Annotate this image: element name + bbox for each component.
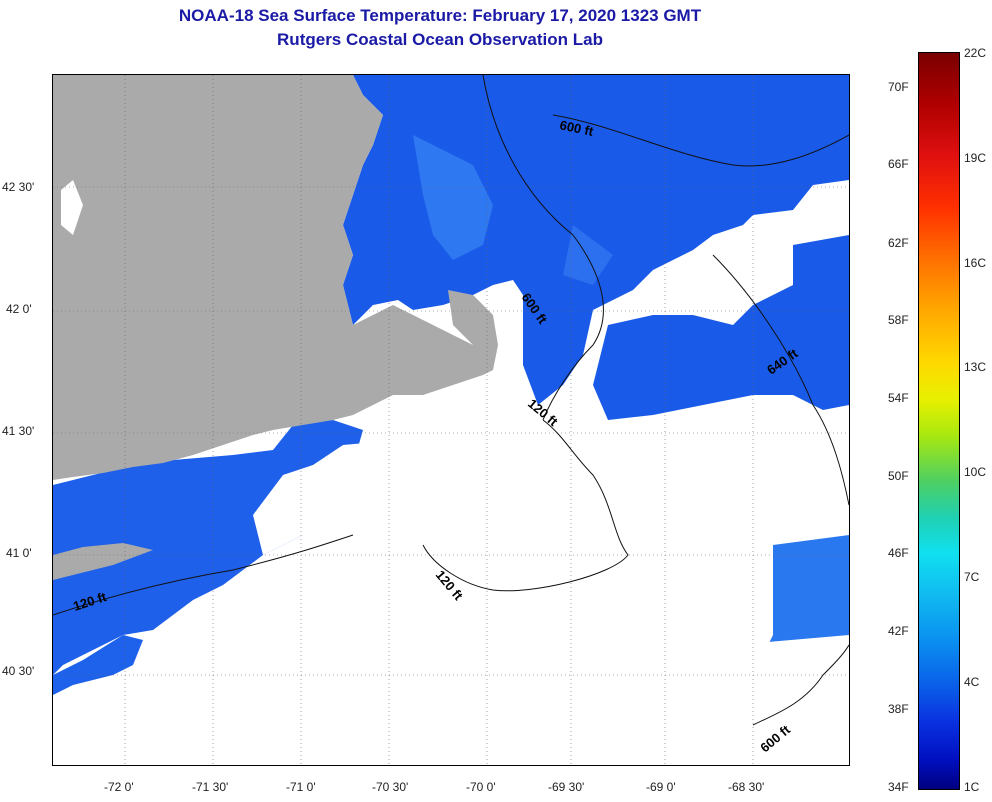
lon-label: -71 0' xyxy=(286,780,316,794)
sst-map: 600 ft 600 ft 120 ft 640 ft 120 ft 120 f… xyxy=(52,74,850,766)
colorbar-c-label: 13C xyxy=(964,360,987,374)
lon-label: -68 30' xyxy=(728,780,765,794)
colorbar-c-label: 10C xyxy=(964,465,987,479)
lat-label: 42 30' xyxy=(2,180,35,194)
lat-label: 40 30' xyxy=(2,664,35,678)
colorbar-f-label: 58F xyxy=(888,313,909,327)
colorbar-f-label: 70F xyxy=(888,80,909,94)
contour-label: 600 ft xyxy=(558,117,595,139)
colorbar-f-label: 62F xyxy=(888,236,909,250)
lat-label: 42 0' xyxy=(6,302,32,316)
lon-label: -72 0' xyxy=(104,780,134,794)
colorbar-f-label: 38F xyxy=(888,702,909,716)
map-subtitle: Rutgers Coastal Ocean Observation Lab xyxy=(277,30,603,49)
colorbar-c-label: 16C xyxy=(964,256,987,270)
cloud-mask xyxy=(253,420,849,765)
colorbar-f-label: 66F xyxy=(888,157,909,171)
colorbar-f-label: 42F xyxy=(888,624,909,638)
lon-label: -69 30' xyxy=(548,780,585,794)
colorbar-c-label: 4C xyxy=(964,675,980,689)
colorbar-f-label: 46F xyxy=(888,546,909,560)
colorbar-c-label: 7C xyxy=(964,570,980,584)
colorbar-c-label: 19C xyxy=(964,151,987,165)
lat-label: 41 30' xyxy=(2,424,35,438)
map-canvas: 600 ft 600 ft 120 ft 640 ft 120 ft 120 f… xyxy=(53,75,849,765)
colorbar-c-label: 22C xyxy=(964,46,987,60)
colorbar-f-label: 34F xyxy=(888,780,909,794)
colorbar-f-label: 54F xyxy=(888,391,909,405)
map-title: NOAA-18 Sea Surface Temperature: Februar… xyxy=(178,6,702,25)
lon-label: -70 0' xyxy=(466,780,496,794)
lon-label: -71 30' xyxy=(192,780,229,794)
colorbar-f-label: 50F xyxy=(888,469,909,483)
contour-label: 120 ft xyxy=(433,567,467,603)
lat-label: 41 0' xyxy=(6,546,32,560)
lon-label: -69 0' xyxy=(646,780,676,794)
lon-label: -70 30' xyxy=(372,780,409,794)
graticule xyxy=(53,75,849,765)
colorbar xyxy=(918,52,960,790)
colorbar-c-label: 1C xyxy=(964,780,980,794)
bathymetry-contours xyxy=(53,75,849,726)
